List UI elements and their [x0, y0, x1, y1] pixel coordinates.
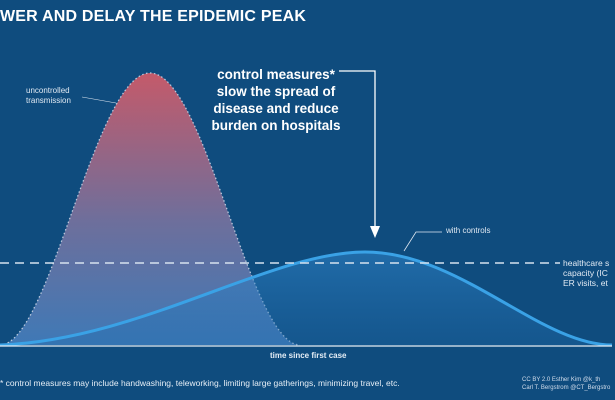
capacity-label-line2: capacity (IC: [563, 268, 608, 278]
capacity-label-line1: healthcare s: [563, 258, 610, 268]
with-controls-label: with controls: [446, 226, 491, 235]
with-controls-curve-line: [0, 250, 613, 347]
credit: CC BY 2.0 Esther Kim @k_th Carl T. Bergs…: [522, 376, 610, 392]
healthcare-capacity-label: healthcare s capacity (IC ER visits, et: [563, 258, 609, 288]
credit-line1: CC BY 2.0 Esther Kim @k_th: [522, 377, 601, 383]
uncontrolled-label-line2: transmission: [26, 96, 71, 105]
control-arrow-line: [339, 70, 376, 226]
x-axis-label: time since first case: [270, 351, 347, 360]
uncontrolled-label-line1: uncontrolled: [26, 86, 70, 95]
credit-line2: Carl T. Bergstrom @CT_Bergstro: [522, 385, 611, 391]
control-text-line4: burden on hospitals: [211, 118, 341, 133]
with-controls-curve-fill: [0, 252, 612, 345]
control-arrow-head: [370, 226, 380, 238]
page-title: WER AND DELAY THE EPIDEMIC PEAK: [0, 8, 307, 25]
control-text-line2: slow the spread of: [216, 84, 336, 99]
uncontrolled-curve-fill: [0, 73, 300, 345]
with-controls-leader: [403, 231, 442, 252]
capacity-label-line3: ER visits, et: [563, 278, 608, 288]
uncontrolled-leader: [81, 96, 117, 104]
footnote: * control measures may include handwashi…: [0, 378, 400, 388]
control-text-line3: disease and reduce: [213, 101, 339, 116]
control-text-line1: control measures*: [217, 67, 335, 82]
uncontrolled-transmission-label: uncontrolled transmission: [26, 86, 71, 106]
control-measures-annotation: control measures* slow the spread of dis…: [196, 66, 356, 134]
